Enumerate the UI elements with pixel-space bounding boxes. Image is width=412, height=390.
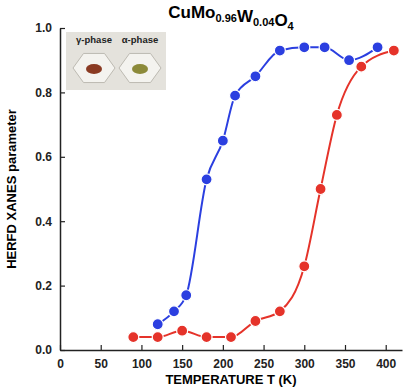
data-point (299, 42, 310, 53)
tick-label: 0.6 (35, 150, 52, 164)
inset-background (66, 32, 166, 90)
tick: 0.6 (35, 150, 65, 164)
data-point (201, 332, 212, 343)
data-point (319, 42, 330, 53)
data-point (152, 319, 163, 330)
data-point (250, 71, 261, 82)
tick-label: 1.0 (35, 21, 52, 35)
tick-label: 0.4 (35, 215, 52, 229)
tick-label: 0.0 (35, 343, 52, 357)
inset-photo: γ-phase α-phase (66, 32, 166, 90)
title-part: W (237, 7, 254, 26)
data-point (315, 184, 326, 195)
tick-label: 400 (376, 357, 396, 371)
y-axis: 0.0 0.2 0.4 0.6 0.8 1.0 (35, 21, 65, 357)
tick: 350 (335, 345, 355, 371)
tick-mark (263, 345, 264, 350)
tick-mark (223, 345, 224, 350)
title-part: 4 (288, 20, 295, 32)
x-axis: 0 50 100 150 200 250 300 350 400 (57, 345, 402, 371)
title: CuMo0.96W0.04O4 (168, 3, 294, 32)
tick: 0.2 (35, 279, 65, 293)
tick: 100 (132, 345, 152, 371)
inset-powder (86, 64, 102, 74)
data-point (388, 45, 399, 56)
marks (128, 42, 400, 343)
data-point (299, 261, 310, 272)
tick-label: 150 (173, 357, 193, 371)
y-axis-title: HERFD XANES parameter (4, 109, 19, 269)
tick: 400 (376, 345, 396, 371)
series-line (158, 47, 378, 324)
data-point (217, 135, 228, 146)
tick-mark (141, 345, 142, 350)
title-part: O (274, 11, 287, 30)
tick-label: 200 (213, 357, 233, 371)
title-part: 0.04 (253, 16, 275, 28)
tick-label: 100 (132, 357, 152, 371)
tick-mark (304, 345, 305, 350)
inset-powder (132, 64, 148, 74)
data-point (344, 55, 355, 66)
annotation: γ-phase (76, 34, 112, 45)
tick-label: 350 (335, 357, 355, 371)
tick: 0.0 (35, 343, 65, 357)
tick-label: 50 (95, 357, 109, 371)
tick-mark (182, 345, 183, 350)
tick-label: 0.8 (35, 86, 52, 100)
data-point (128, 332, 139, 343)
x-axis-title: TEMPERATURE T (K) (165, 372, 296, 387)
tick: 200 (213, 345, 233, 371)
tick-mark (386, 345, 387, 350)
data-point (177, 325, 188, 336)
tick: 1.0 (35, 21, 65, 35)
tick-mark (60, 221, 65, 222)
title-part: 0.96 (215, 12, 236, 24)
tick: 250 (254, 345, 274, 371)
data-point (274, 45, 285, 56)
inset-dish (119, 53, 161, 82)
data-point (331, 109, 342, 120)
data-point (169, 306, 180, 317)
data-point (181, 290, 192, 301)
tick: 50 (95, 345, 109, 371)
tick-label: 250 (254, 357, 274, 371)
tick-mark (101, 345, 102, 350)
chart: CuMo0.96W0.04O40501001502002503003504000… (0, 0, 412, 390)
tick-label: 300 (295, 357, 315, 371)
data-point (152, 332, 163, 343)
axis-line (61, 350, 403, 352)
title-part: CuMo (168, 3, 215, 22)
data-point (250, 316, 261, 327)
tick-label: 0.2 (35, 279, 52, 293)
data-point (201, 174, 212, 185)
tick-mark (60, 28, 65, 29)
tick: 150 (173, 345, 193, 371)
tick: 300 (295, 345, 315, 371)
inset-dish (73, 53, 115, 82)
tick-mark (60, 157, 65, 158)
data-point (372, 42, 383, 53)
tick-label: 0 (57, 357, 64, 371)
tick: 0.8 (35, 86, 65, 100)
data-point (274, 306, 285, 317)
tick: 0.4 (35, 215, 65, 229)
data-point (230, 90, 241, 101)
tick-mark (60, 286, 65, 287)
data-point (226, 332, 237, 343)
axis-line (60, 29, 62, 351)
series-line (133, 51, 394, 338)
tick-mark (345, 345, 346, 350)
tick-mark (60, 350, 65, 351)
plot: 0 50 100 150 200 250 300 350 400 0.0 0.2 0.4 0.6 0.8 1… (35, 21, 402, 370)
tick-mark (60, 92, 65, 93)
data-point (356, 61, 367, 72)
annotation: α-phase (122, 34, 158, 45)
